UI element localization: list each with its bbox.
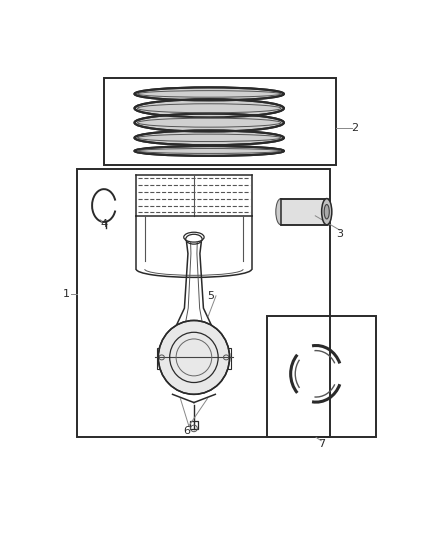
- Text: 1: 1: [63, 289, 70, 299]
- Ellipse shape: [321, 199, 332, 225]
- Text: 4: 4: [100, 219, 108, 229]
- Ellipse shape: [134, 99, 284, 117]
- Bar: [221, 358, 231, 369]
- Ellipse shape: [324, 205, 329, 219]
- Text: 7: 7: [318, 439, 325, 449]
- Ellipse shape: [134, 87, 284, 101]
- Text: 2: 2: [352, 123, 359, 133]
- Ellipse shape: [276, 199, 286, 225]
- Bar: [281, 199, 328, 225]
- Bar: [267, 317, 375, 438]
- Ellipse shape: [134, 146, 284, 156]
- Bar: [190, 421, 198, 429]
- Bar: [221, 348, 231, 358]
- Bar: [104, 78, 336, 165]
- Ellipse shape: [134, 114, 284, 132]
- Bar: [77, 168, 330, 438]
- Bar: [156, 358, 167, 369]
- Bar: [156, 348, 167, 358]
- Text: 3: 3: [336, 229, 343, 239]
- Text: 5: 5: [208, 291, 214, 301]
- Ellipse shape: [158, 320, 230, 394]
- Ellipse shape: [134, 131, 284, 145]
- Text: 6: 6: [184, 426, 191, 437]
